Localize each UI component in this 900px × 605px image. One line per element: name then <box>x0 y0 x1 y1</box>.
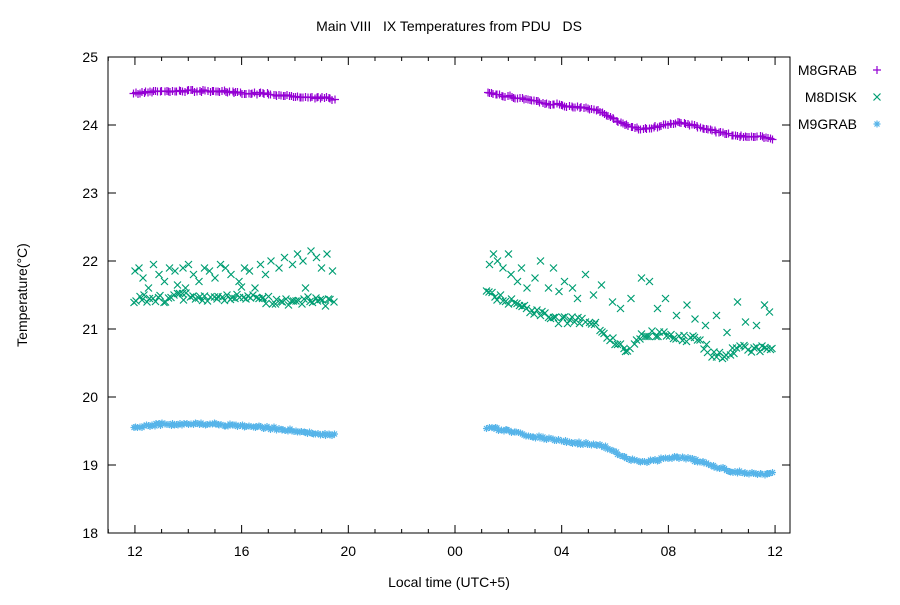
x-tick-label: 12 <box>127 543 143 559</box>
y-axis-label: Temperature(°C) <box>14 243 30 347</box>
chart-title: Main VIII IX Temperatures from PDU DS <box>316 18 582 34</box>
data-series <box>129 86 777 479</box>
y-tick-label: 22 <box>82 253 98 269</box>
x-tick-label: 20 <box>341 543 357 559</box>
x-tick-label: 04 <box>554 543 570 559</box>
legend-marker-m8grab <box>873 66 881 74</box>
plot-border <box>107 56 791 534</box>
legend-marker-m8disk <box>873 93 881 101</box>
series-markers-m8disk <box>130 247 776 363</box>
x-tick-label: 16 <box>234 543 250 559</box>
x-tick-label: 00 <box>447 543 463 559</box>
y-tick-label: 23 <box>82 185 98 201</box>
legend-label-m8grab: M8GRAB <box>798 62 857 78</box>
series-markers-m8grab <box>129 86 777 144</box>
axis-ticks: 12 16 20 00 04 08 12 18 19 20 21 22 23 24 25 <box>82 49 790 559</box>
legend-marker-m9grab <box>873 120 881 128</box>
y-tick-label: 19 <box>82 457 98 473</box>
legend: M8GRAB M8DISK M9GRAB <box>798 62 881 132</box>
series-markers-m9grab <box>130 419 776 479</box>
x-tick-label: 08 <box>661 543 677 559</box>
y-tick-label: 24 <box>82 117 98 133</box>
y-tick-label: 20 <box>82 389 98 405</box>
x-axis-label: Local time (UTC+5) <box>388 574 510 590</box>
y-tick-label: 21 <box>82 321 98 337</box>
y-tick-label: 25 <box>82 49 98 65</box>
x-tick-label: 12 <box>767 543 783 559</box>
legend-label-m8disk: M8DISK <box>805 89 858 105</box>
y-tick-label: 18 <box>82 525 98 541</box>
legend-label-m9grab: M9GRAB <box>798 116 857 132</box>
